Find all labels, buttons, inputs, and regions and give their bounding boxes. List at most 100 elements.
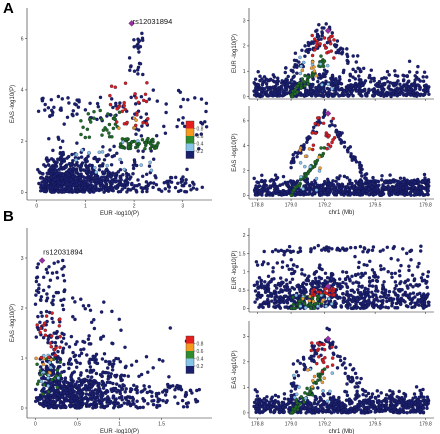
snp-point <box>47 285 51 289</box>
snp-point <box>285 83 290 87</box>
snp-point <box>348 186 353 190</box>
snp-point <box>99 336 103 340</box>
snp-point <box>260 173 264 178</box>
snp-point <box>422 172 427 177</box>
snp-point <box>356 189 361 193</box>
snp-point <box>175 124 179 129</box>
snp-point <box>277 90 282 95</box>
snp-point <box>421 272 425 277</box>
snp-point <box>71 166 75 171</box>
snp-point <box>67 101 71 105</box>
snp-point <box>345 192 349 196</box>
snp-point <box>116 357 121 361</box>
snp-point <box>163 131 168 135</box>
snp-point <box>141 186 145 190</box>
snp-point <box>393 280 398 284</box>
snp-point <box>136 139 140 143</box>
snp-point <box>78 178 83 183</box>
snp-point <box>341 70 346 75</box>
snp-point <box>310 60 315 64</box>
snp-point <box>39 298 43 303</box>
snp-point <box>382 280 386 284</box>
snp-point <box>119 328 123 332</box>
snp-point <box>36 314 40 319</box>
snp-point <box>254 193 258 197</box>
snp-point <box>367 276 372 280</box>
snp-point <box>51 294 56 299</box>
snp-point <box>385 69 390 74</box>
snp-point <box>184 178 188 182</box>
snp-point <box>394 179 399 183</box>
snp-point <box>293 51 298 55</box>
snp-point <box>94 178 98 183</box>
snp-point <box>332 43 337 48</box>
snp-point <box>308 164 312 169</box>
snp-point <box>264 188 269 192</box>
snp-point <box>294 58 299 63</box>
snp-point <box>393 271 398 276</box>
snp-point <box>151 139 155 144</box>
snp-point <box>48 400 53 404</box>
snp-point <box>133 183 137 188</box>
snp-point <box>420 190 424 195</box>
snp-point <box>288 90 292 94</box>
snp-point <box>134 118 138 122</box>
snp-point <box>325 63 330 68</box>
snp-point <box>83 108 88 112</box>
snp-point <box>332 56 336 60</box>
snp-point <box>164 389 169 394</box>
y-axis-label: EAS -log10(P) <box>232 350 238 388</box>
snp-point <box>124 364 128 369</box>
snp-point <box>396 288 401 292</box>
snp-point <box>114 120 119 124</box>
snp-point <box>126 374 131 378</box>
snp-point <box>89 320 94 325</box>
snp-point <box>60 258 65 263</box>
snp-point <box>180 121 185 125</box>
snp-point <box>67 386 72 390</box>
snp-point <box>351 54 355 58</box>
snp-point <box>184 181 188 185</box>
snp-point <box>376 92 381 97</box>
snp-point <box>105 163 109 168</box>
snp-point <box>123 81 128 85</box>
snp-point <box>144 172 149 177</box>
snp-point <box>57 137 61 142</box>
snp-point <box>74 393 79 398</box>
snp-point <box>326 249 331 253</box>
snp-point <box>87 380 91 385</box>
snp-point <box>99 180 103 185</box>
snp-point <box>376 275 380 279</box>
snp-point <box>301 187 305 191</box>
snp-point <box>179 387 183 391</box>
snp-point <box>164 110 168 115</box>
snp-point <box>88 190 92 194</box>
snp-point <box>52 105 56 110</box>
snp-point <box>110 154 115 159</box>
snp-point <box>151 181 156 185</box>
snp-point <box>111 396 115 400</box>
snp-point <box>380 76 384 81</box>
snp-point <box>357 260 361 265</box>
snp-point <box>111 105 115 110</box>
snp-point <box>62 122 66 126</box>
snp-point <box>296 151 300 156</box>
snp-point <box>58 317 62 321</box>
snp-point <box>154 394 159 398</box>
snp-point <box>122 373 127 378</box>
snp-point <box>291 70 295 74</box>
snp-point <box>415 70 419 75</box>
snp-point <box>289 193 294 198</box>
snp-point <box>370 294 375 299</box>
snp-point <box>425 285 429 290</box>
plot-area <box>249 228 434 312</box>
snp-point <box>40 98 45 103</box>
snp-point <box>359 163 364 168</box>
snp-point <box>339 304 343 308</box>
snp-point <box>372 79 376 83</box>
x-tick-label: 179.8 <box>419 203 432 209</box>
snp-point <box>135 113 139 117</box>
snp-point <box>386 293 391 298</box>
snp-point <box>252 80 256 85</box>
